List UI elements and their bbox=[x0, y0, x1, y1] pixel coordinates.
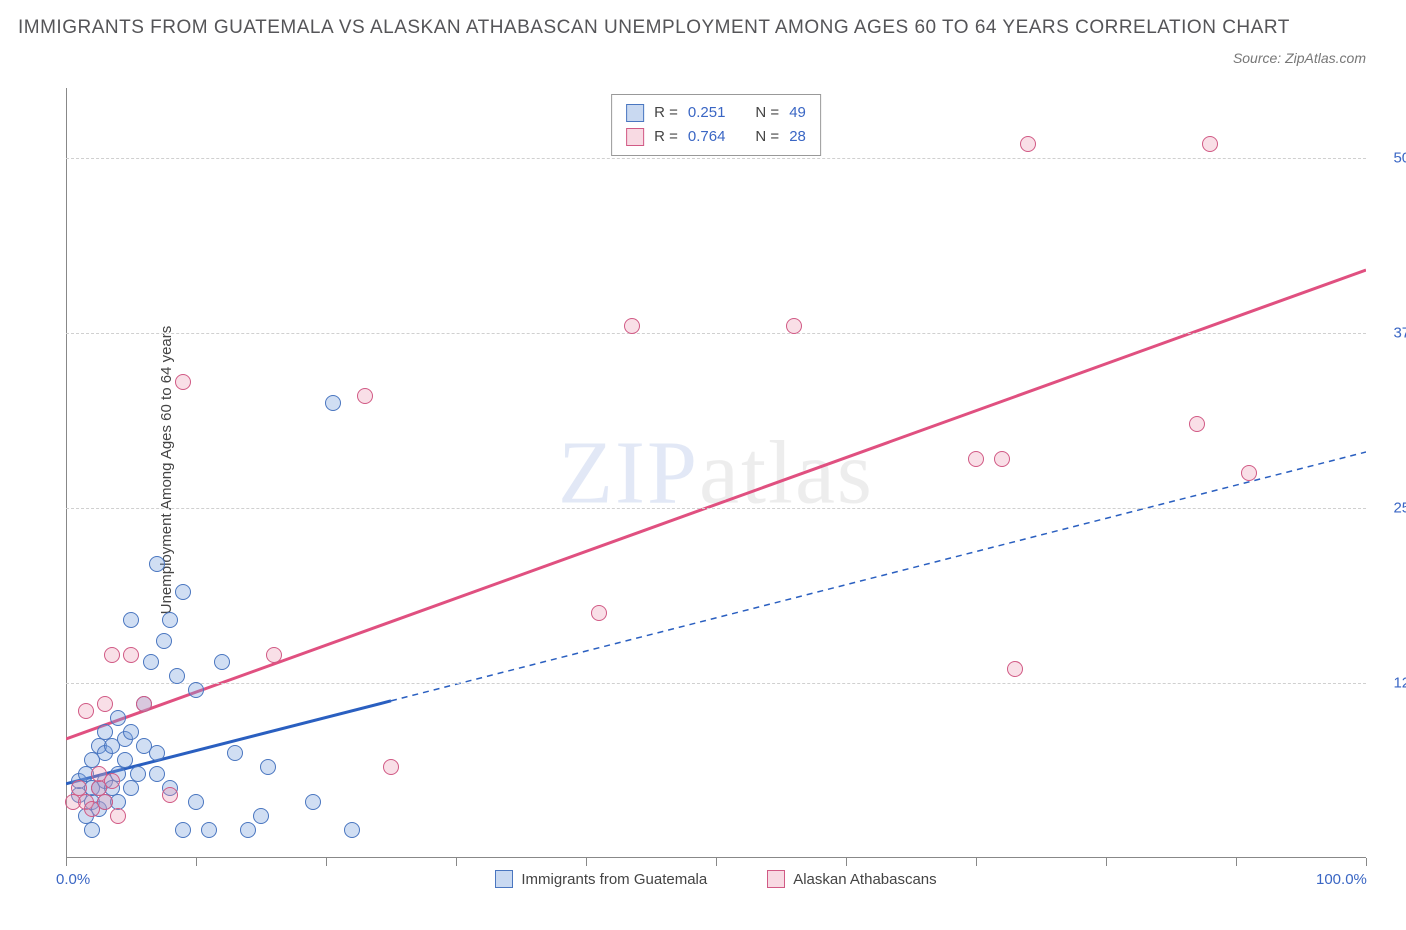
x-tick bbox=[586, 858, 587, 866]
data-point-blue bbox=[117, 752, 133, 768]
data-point-pink bbox=[624, 318, 640, 334]
data-point-pink bbox=[104, 773, 120, 789]
data-point-blue bbox=[188, 794, 204, 810]
chart-plot-area: ZIPatlas R = 0.251 N = 49 R = 0.764 N = … bbox=[66, 88, 1366, 858]
correlation-legend: R = 0.251 N = 49 R = 0.764 N = 28 bbox=[611, 94, 821, 156]
data-point-pink bbox=[162, 787, 178, 803]
data-point-blue bbox=[123, 724, 139, 740]
x-tick bbox=[196, 858, 197, 866]
grid-line bbox=[66, 683, 1366, 684]
data-point-pink bbox=[123, 647, 139, 663]
data-point-blue bbox=[175, 584, 191, 600]
legend-label-pink: Alaskan Athabascans bbox=[793, 871, 936, 888]
data-point-blue bbox=[149, 766, 165, 782]
data-point-pink bbox=[104, 647, 120, 663]
grid-line bbox=[66, 508, 1366, 509]
data-point-blue bbox=[123, 612, 139, 628]
data-point-blue bbox=[240, 822, 256, 838]
r-label: R = bbox=[654, 101, 678, 125]
data-point-blue bbox=[305, 794, 321, 810]
source-attribution: Source: ZipAtlas.com bbox=[1233, 50, 1366, 66]
x-tick bbox=[66, 858, 67, 866]
n-label: N = bbox=[755, 101, 779, 125]
swatch-pink bbox=[767, 870, 785, 888]
x-tick bbox=[976, 858, 977, 866]
data-point-blue bbox=[130, 766, 146, 782]
x-tick bbox=[846, 858, 847, 866]
data-point-blue bbox=[260, 759, 276, 775]
y-tick-label: 37.5% bbox=[1376, 325, 1406, 342]
legend-row-pink: R = 0.764 N = 28 bbox=[626, 125, 806, 149]
data-point-blue bbox=[253, 808, 269, 824]
n-value-blue: 49 bbox=[789, 101, 806, 125]
data-point-blue bbox=[123, 780, 139, 796]
data-point-blue bbox=[175, 822, 191, 838]
data-point-pink bbox=[136, 696, 152, 712]
chart-title: IMMIGRANTS FROM GUATEMALA VS ALASKAN ATH… bbox=[18, 14, 1366, 43]
data-point-blue bbox=[169, 668, 185, 684]
x-tick-label: 0.0% bbox=[56, 871, 90, 888]
y-tick-label: 12.5% bbox=[1376, 675, 1406, 692]
x-tick bbox=[716, 858, 717, 866]
data-point-blue bbox=[227, 745, 243, 761]
data-point-blue bbox=[143, 654, 159, 670]
y-tick-label: 50.0% bbox=[1376, 150, 1406, 167]
data-point-pink bbox=[357, 388, 373, 404]
data-point-pink bbox=[1241, 465, 1257, 481]
data-point-pink bbox=[110, 808, 126, 824]
data-point-pink bbox=[383, 759, 399, 775]
data-point-pink bbox=[968, 451, 984, 467]
n-value-pink: 28 bbox=[789, 125, 806, 149]
data-point-blue bbox=[325, 395, 341, 411]
swatch-blue bbox=[626, 104, 644, 122]
x-tick bbox=[1236, 858, 1237, 866]
legend-item-pink: Alaskan Athabascans bbox=[767, 870, 936, 888]
r-value-blue: 0.251 bbox=[688, 101, 726, 125]
grid-line bbox=[66, 158, 1366, 159]
r-label: R = bbox=[654, 125, 678, 149]
legend-row-blue: R = 0.251 N = 49 bbox=[626, 101, 806, 125]
watermark: ZIPatlas bbox=[558, 422, 874, 525]
grid-line bbox=[66, 333, 1366, 334]
data-point-pink bbox=[786, 318, 802, 334]
data-point-blue bbox=[214, 654, 230, 670]
data-point-blue bbox=[344, 822, 360, 838]
trend-lines-layer bbox=[66, 88, 1366, 858]
data-point-blue bbox=[188, 682, 204, 698]
data-point-pink bbox=[994, 451, 1010, 467]
data-point-pink bbox=[175, 374, 191, 390]
data-point-pink bbox=[97, 696, 113, 712]
data-point-pink bbox=[1189, 416, 1205, 432]
data-point-pink bbox=[1007, 661, 1023, 677]
x-tick bbox=[1106, 858, 1107, 866]
x-tick-label: 100.0% bbox=[1316, 871, 1367, 888]
data-point-blue bbox=[162, 612, 178, 628]
data-point-blue bbox=[84, 822, 100, 838]
data-point-pink bbox=[1020, 136, 1036, 152]
x-tick bbox=[456, 858, 457, 866]
x-tick bbox=[1366, 858, 1367, 866]
legend-label-blue: Immigrants from Guatemala bbox=[521, 871, 707, 888]
data-point-blue bbox=[149, 556, 165, 572]
data-point-pink bbox=[591, 605, 607, 621]
data-point-pink bbox=[97, 794, 113, 810]
data-point-pink bbox=[266, 647, 282, 663]
series-legend: Immigrants from Guatemala Alaskan Athaba… bbox=[66, 870, 1366, 888]
swatch-pink bbox=[626, 128, 644, 146]
y-tick-label: 25.0% bbox=[1376, 500, 1406, 517]
swatch-blue bbox=[495, 870, 513, 888]
data-point-blue bbox=[201, 822, 217, 838]
data-point-blue bbox=[149, 745, 165, 761]
data-point-pink bbox=[78, 703, 94, 719]
r-value-pink: 0.764 bbox=[688, 125, 726, 149]
n-label: N = bbox=[755, 125, 779, 149]
data-point-pink bbox=[1202, 136, 1218, 152]
legend-item-blue: Immigrants from Guatemala bbox=[495, 870, 707, 888]
y-axis bbox=[66, 88, 67, 858]
data-point-blue bbox=[110, 710, 126, 726]
x-tick bbox=[326, 858, 327, 866]
data-point-blue bbox=[156, 633, 172, 649]
